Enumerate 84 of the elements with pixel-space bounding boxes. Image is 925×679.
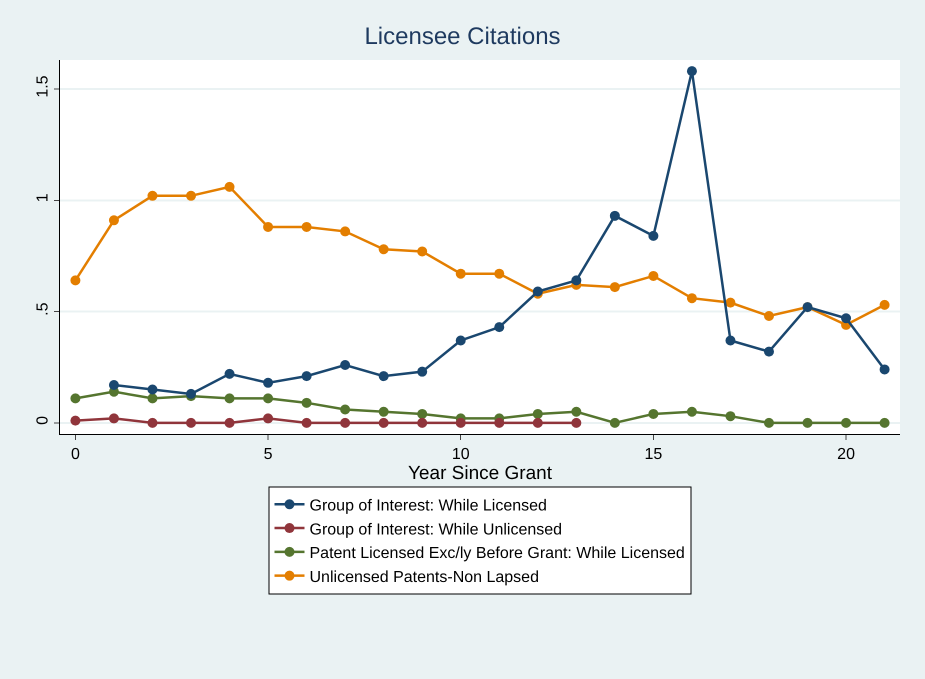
- point: [764, 311, 774, 322]
- y-tick-label: .5: [34, 302, 52, 316]
- point: [494, 418, 504, 428]
- point: [725, 298, 736, 308]
- point: [108, 380, 119, 390]
- point: [571, 406, 582, 417]
- point: [456, 268, 466, 279]
- point: [378, 371, 389, 382]
- point: [764, 418, 774, 428]
- point: [494, 322, 504, 332]
- point: [456, 418, 466, 428]
- legend-label: Group of Interest: While Unlicensed: [310, 521, 562, 538]
- point: [263, 413, 274, 424]
- point: [340, 360, 350, 370]
- point: [880, 364, 890, 374]
- y-tick-label: 1: [34, 193, 52, 202]
- point: [494, 268, 504, 279]
- point: [610, 282, 620, 292]
- point: [456, 336, 466, 346]
- point: [108, 413, 119, 424]
- legend-label: Unlicensed Patents-Non Lapsed: [310, 568, 539, 586]
- point: [417, 366, 428, 377]
- point: [70, 275, 80, 286]
- point: [648, 408, 658, 419]
- point: [378, 418, 389, 428]
- point: [725, 336, 736, 346]
- x-axis-title: Year Since Grant: [408, 463, 553, 484]
- point: [302, 222, 312, 232]
- point: [571, 418, 582, 428]
- point: [340, 226, 350, 236]
- point: [571, 275, 582, 286]
- point: [417, 418, 428, 428]
- point: [263, 378, 274, 388]
- point: [648, 230, 658, 241]
- x-tick-label: 10: [452, 446, 470, 464]
- x-tick-label: 20: [837, 446, 856, 464]
- y-tick-label: 0: [34, 416, 52, 425]
- point: [340, 418, 350, 428]
- point: [725, 411, 736, 422]
- point: [802, 418, 813, 428]
- point: [186, 190, 196, 201]
- chart-title: Licensee Citations: [364, 22, 561, 50]
- point: [302, 418, 312, 428]
- point: [648, 270, 658, 281]
- point: [841, 313, 852, 324]
- x-tick-label: 15: [644, 446, 662, 464]
- point: [880, 300, 890, 310]
- point: [532, 408, 543, 419]
- point: [108, 215, 119, 226]
- point: [224, 368, 235, 379]
- point: [841, 418, 852, 428]
- legend-label: Group of Interest: While Licensed: [310, 498, 547, 514]
- point: [686, 293, 697, 304]
- point: [147, 190, 158, 201]
- point: [610, 418, 620, 428]
- y-tick-label: 1.5: [34, 75, 52, 98]
- point: [224, 418, 235, 428]
- point: [417, 408, 428, 419]
- point: [263, 393, 274, 404]
- point: [224, 393, 235, 404]
- point: [532, 418, 543, 428]
- point: [263, 222, 274, 232]
- point: [186, 418, 196, 428]
- point: [147, 418, 158, 428]
- point: [302, 371, 312, 382]
- point: [302, 398, 312, 408]
- point: [147, 384, 158, 394]
- point: [224, 182, 235, 192]
- point: [186, 388, 196, 399]
- point: [70, 393, 80, 404]
- point: [880, 418, 890, 428]
- point: [764, 346, 774, 357]
- point: [340, 404, 350, 415]
- x-tick-label: 5: [264, 446, 273, 464]
- point: [417, 246, 428, 256]
- point: [378, 244, 389, 254]
- point: [686, 406, 697, 417]
- legend-label: Patent Licensed Exc/ly Before Grant: While Licensed: [310, 545, 685, 562]
- point: [147, 393, 158, 404]
- point: [378, 406, 389, 417]
- point: [686, 66, 697, 76]
- point: [70, 416, 80, 426]
- point: [610, 210, 620, 221]
- x-tick-label: 0: [70, 446, 80, 464]
